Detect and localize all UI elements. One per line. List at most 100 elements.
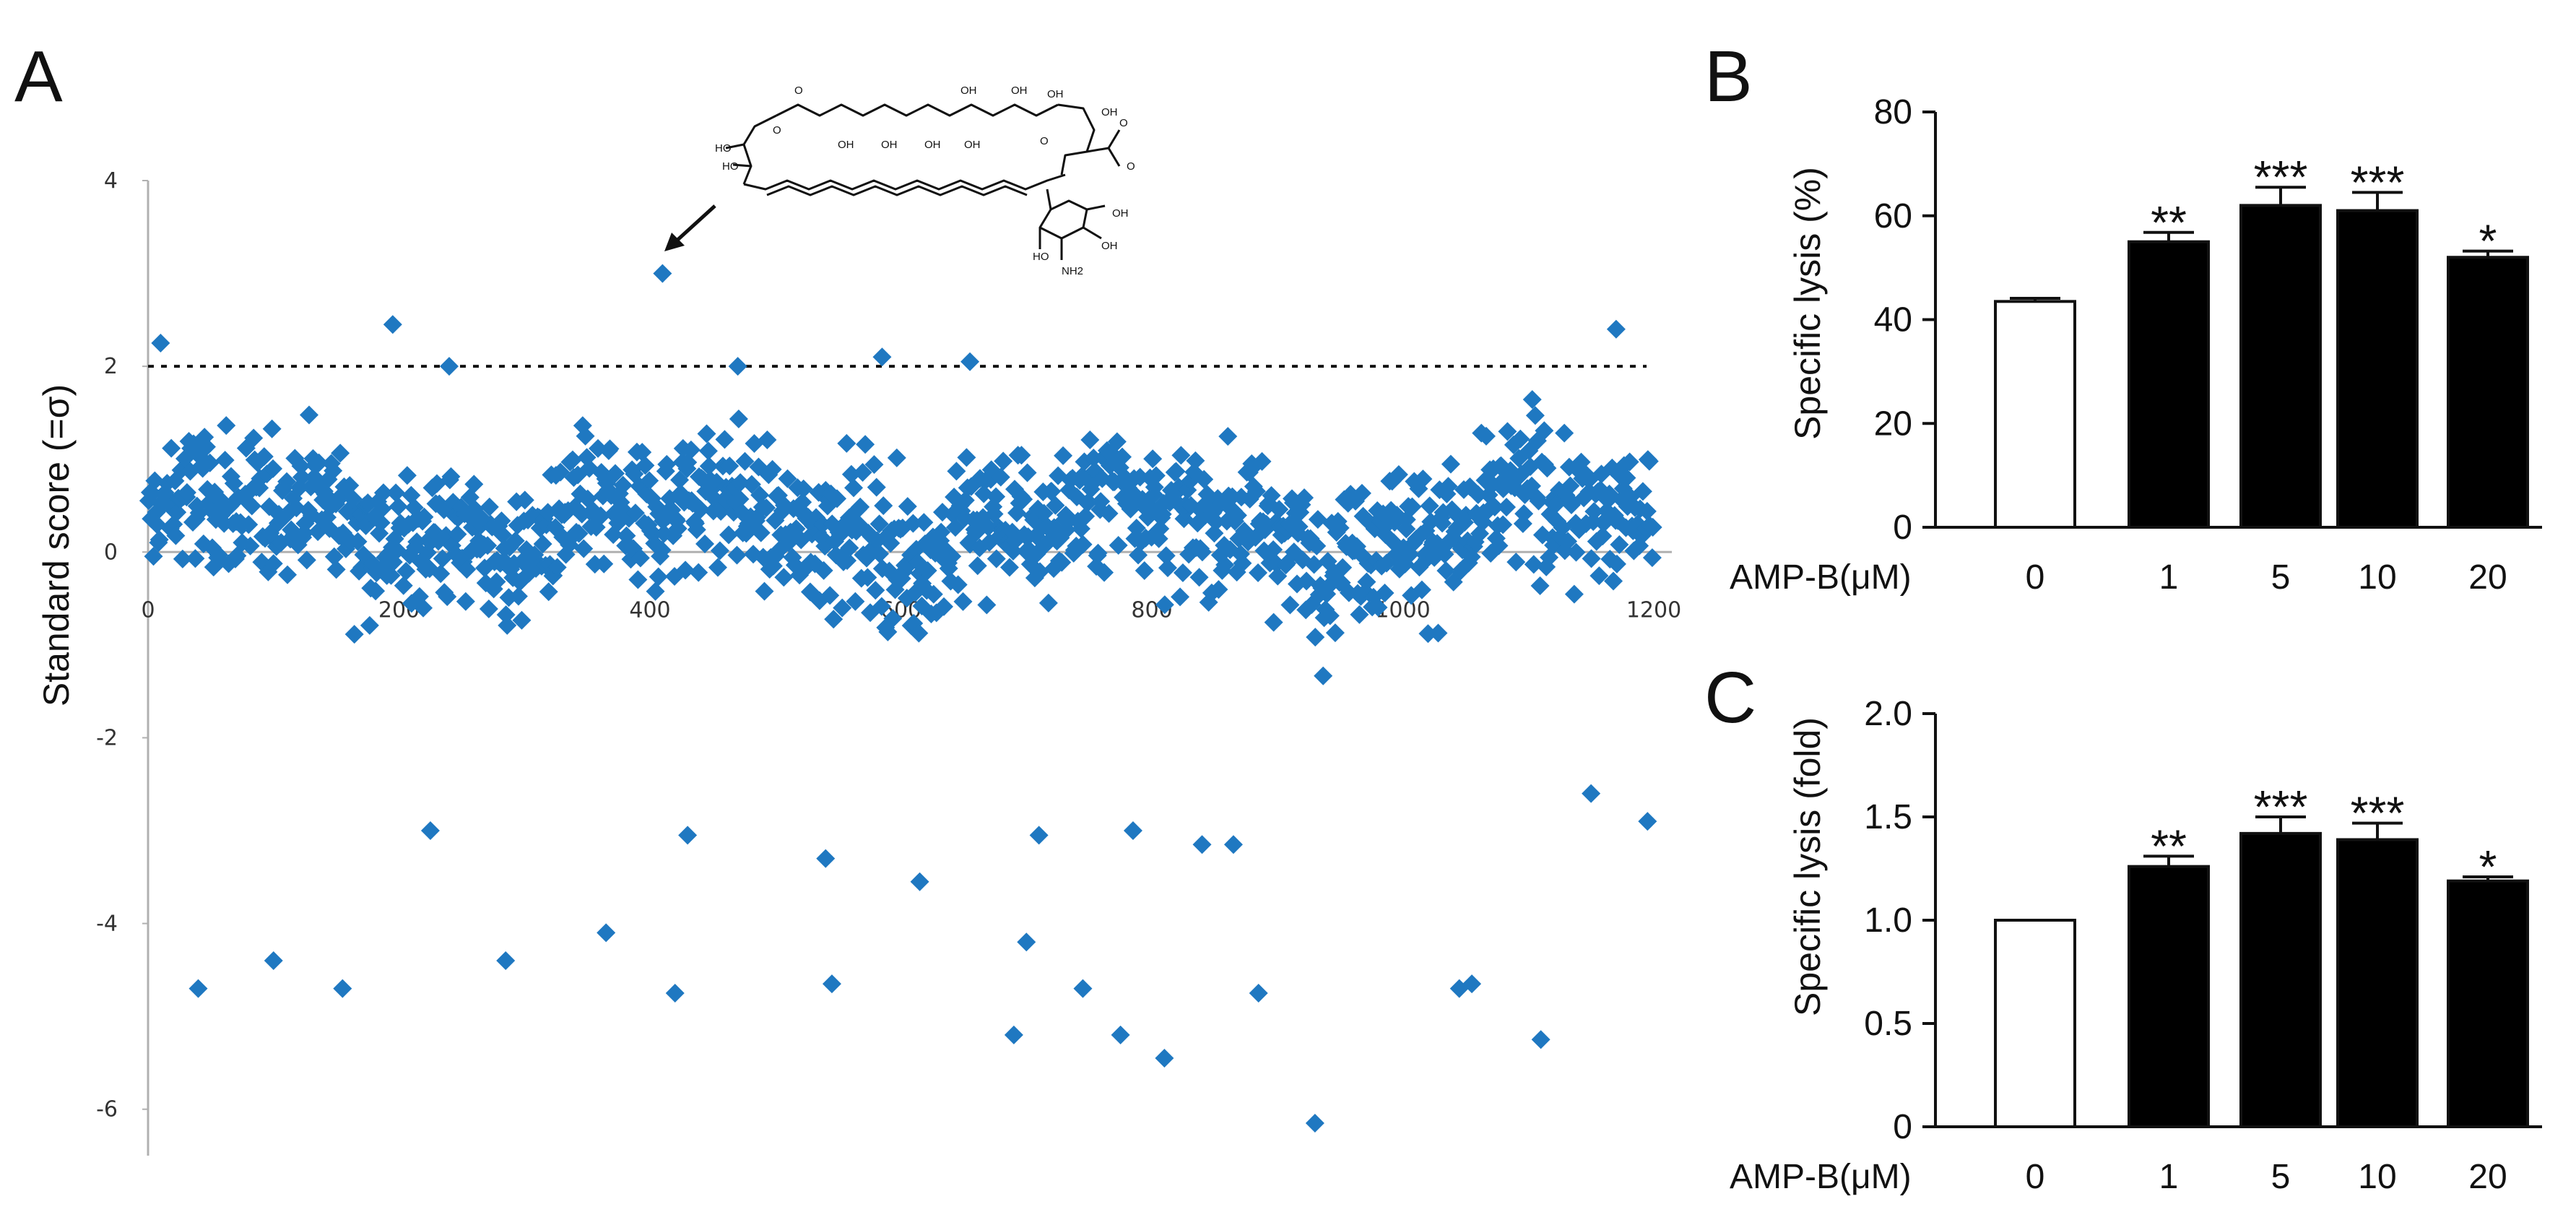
- scatter-point: [597, 923, 616, 943]
- scatter-point: [1561, 476, 1580, 495]
- scatter-point: [687, 520, 706, 540]
- scatter-point: [188, 979, 208, 998]
- scatter-point: [348, 532, 368, 551]
- scatter-point: [242, 496, 261, 516]
- scatter-point: [991, 467, 1010, 487]
- scatter-point: [1280, 595, 1300, 615]
- x-tick-label: 10: [2358, 558, 2396, 597]
- y-tick-label: 40: [1874, 301, 1912, 339]
- y-tick-label: 80: [1874, 93, 1912, 131]
- scatter-point: [1610, 535, 1629, 555]
- scatter-point: [1297, 571, 1317, 591]
- scatter-point: [1135, 561, 1154, 581]
- scatter-point: [864, 455, 884, 475]
- scatter-point: [630, 548, 650, 568]
- scatter-point: [1514, 504, 1534, 524]
- bar: [2336, 209, 2419, 529]
- scatter-point: [1531, 1030, 1551, 1049]
- scatter-point: [665, 984, 685, 1003]
- chem-atom-label: OH: [964, 139, 981, 151]
- scatter-point: [1143, 449, 1163, 469]
- scatter-point: [735, 451, 755, 471]
- scatter-point: [633, 443, 652, 462]
- scatter-point: [953, 592, 973, 611]
- scatter-point: [381, 566, 401, 585]
- scatter-point: [994, 451, 1013, 471]
- scatter-point: [729, 409, 748, 428]
- scatter-point: [909, 623, 929, 643]
- scatter-point: [299, 405, 318, 425]
- scatter-point: [653, 264, 672, 283]
- scatter-point: [1107, 432, 1127, 451]
- scatter-point: [200, 453, 220, 472]
- scatter-point: [186, 549, 205, 568]
- scatter-point: [1076, 506, 1096, 526]
- bar: [1994, 919, 2076, 1128]
- scatter-point: [625, 503, 645, 523]
- scatter-point: [254, 447, 274, 467]
- scatter-point: [262, 419, 282, 438]
- scatter-point: [1145, 477, 1164, 497]
- scatter-point: [431, 564, 451, 584]
- bar: [2128, 865, 2210, 1128]
- scatter-point: [1209, 580, 1228, 599]
- scatter-point: [755, 581, 774, 601]
- scatter-point: [794, 479, 813, 498]
- y-tick-label: 0: [1893, 508, 1912, 547]
- scatter-point: [360, 615, 379, 635]
- significance-marker: ***: [2351, 787, 2405, 839]
- scatter-point: [708, 558, 727, 577]
- scatter-point: [1352, 483, 1371, 503]
- chem-atom-label: OH: [1047, 88, 1064, 100]
- scatter-point: [508, 586, 528, 606]
- scatter-point: [883, 609, 903, 628]
- scatter-point: [730, 489, 750, 508]
- scatter-point: [1639, 451, 1659, 471]
- scatter-point: [1637, 501, 1657, 521]
- scatter-point: [1111, 1025, 1130, 1044]
- scatter-point: [1270, 500, 1289, 519]
- scatter-point: [533, 534, 552, 554]
- chem-atom-label: HO: [715, 142, 732, 155]
- scatter-point: [168, 503, 187, 522]
- scatter-point: [1357, 572, 1376, 592]
- scatter-point: [1186, 451, 1205, 470]
- scatter-point: [1073, 979, 1093, 998]
- scatter-point: [397, 466, 417, 485]
- scatter-point: [333, 979, 352, 998]
- scatter-point: [1192, 542, 1212, 562]
- scatter-point: [478, 536, 498, 555]
- scatter-point: [1038, 593, 1058, 613]
- scatter-point: [1413, 469, 1433, 489]
- scatter-point: [881, 534, 901, 553]
- scatter-point: [1402, 497, 1422, 516]
- scatter-point: [728, 357, 747, 376]
- scatter-point: [240, 536, 260, 555]
- chem-atom-label: OH: [960, 85, 977, 97]
- x-tick-label-a: 1200: [1626, 597, 1681, 623]
- x-tick-label: 1: [2159, 1158, 2179, 1196]
- scatter-point: [407, 532, 427, 552]
- scatter-point: [1555, 423, 1574, 443]
- chem-atom-label: O: [773, 124, 781, 137]
- scatter-point: [758, 430, 777, 449]
- scatter-point: [1189, 568, 1209, 587]
- scatter-point: [750, 485, 770, 505]
- scatter-point: [1617, 468, 1636, 488]
- scatter-point: [1535, 421, 1554, 441]
- scatter-point: [657, 454, 677, 474]
- scatter-point: [1564, 584, 1584, 604]
- scatter-point: [903, 514, 923, 533]
- scatter-point: [344, 625, 364, 644]
- x-tick-label: 20: [2468, 558, 2507, 597]
- scatter-point: [948, 575, 968, 594]
- chem-atom-label: OH: [838, 139, 854, 151]
- y-tick-label-a: 0: [104, 540, 118, 565]
- scatter-point: [676, 560, 695, 580]
- scatter-point: [833, 598, 852, 618]
- scatter-point: [396, 561, 416, 581]
- bar: [2239, 831, 2322, 1128]
- scatter-point: [910, 872, 929, 891]
- scatter-point: [1205, 524, 1224, 543]
- scatter-point: [1497, 498, 1517, 517]
